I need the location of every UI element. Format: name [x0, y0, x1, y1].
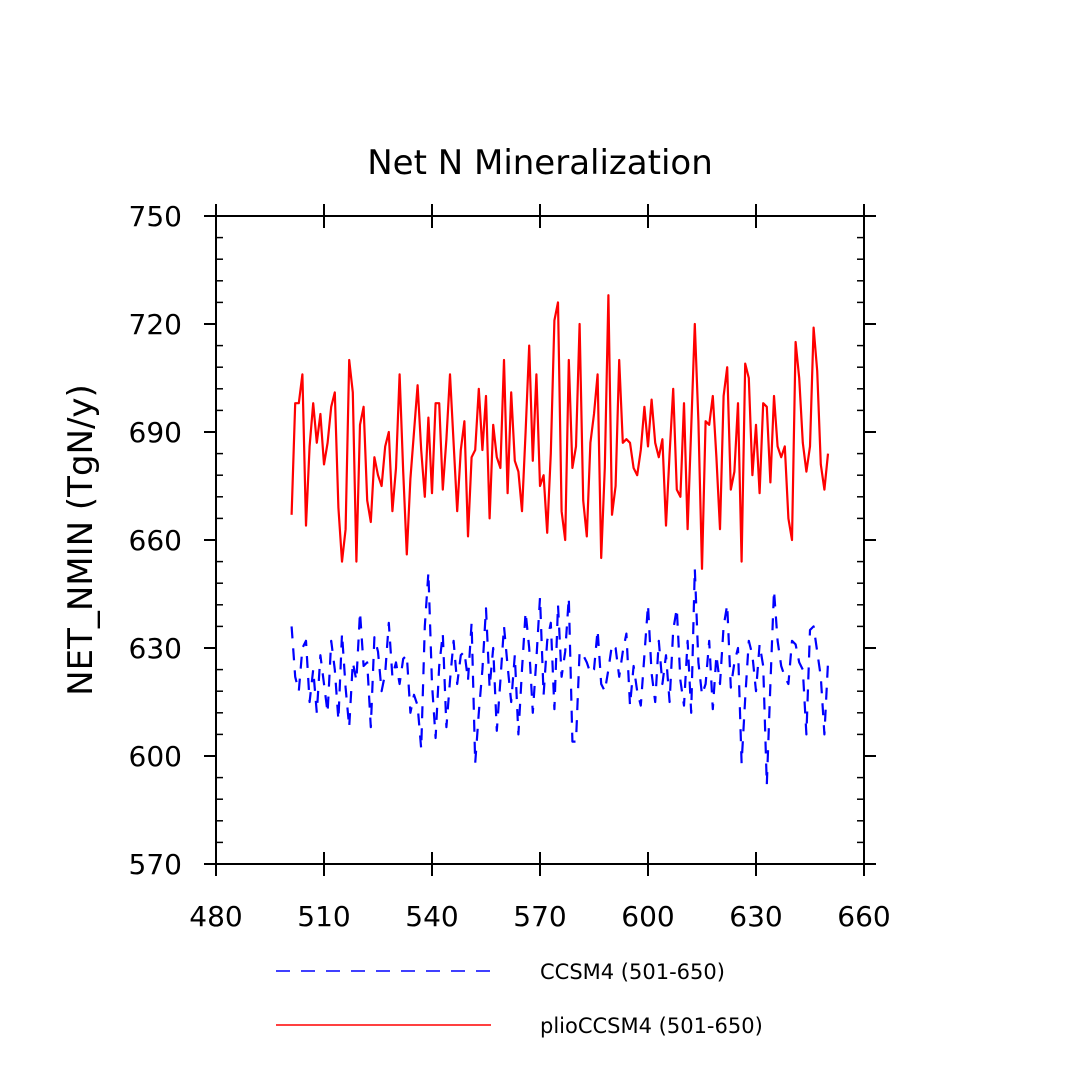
y-tick-label: 690 — [129, 416, 182, 449]
y-tick-label: 750 — [129, 200, 182, 233]
series-line-1 — [290, 294, 830, 570]
y-tick-label: 570 — [129, 848, 182, 881]
series-line-0 — [290, 567, 830, 786]
y-tick-label: 600 — [129, 740, 182, 773]
y-tick-label: 660 — [129, 524, 182, 557]
legend-label-0: CCSM4 (501-650) — [540, 960, 725, 984]
axes: 480 510 540 570 600 630 660 570 600 630 660 690 720 7… — [129, 200, 891, 933]
chart-title: Net N Mineralization — [367, 143, 713, 183]
legend: CCSM4 (501-650) plioCCSM4 (501-650) — [276, 960, 763, 1038]
y-tick-label: 720 — [129, 308, 182, 341]
x-tick-label: 600 — [621, 900, 674, 933]
x-tick-label: 660 — [837, 900, 890, 933]
x-tick-label: 540 — [405, 900, 458, 933]
x-tick-label: 570 — [513, 900, 566, 933]
y-axis-label: NET_NMIN (TgN/y) — [61, 384, 101, 696]
y-tick-label: 630 — [129, 632, 182, 665]
x-tick-label: 630 — [729, 900, 782, 933]
legend-label-1: plioCCSM4 (501-650) — [540, 1014, 763, 1038]
x-tick-label: 480 — [189, 900, 242, 933]
plot-area — [290, 294, 830, 786]
x-tick-label: 510 — [297, 900, 350, 933]
